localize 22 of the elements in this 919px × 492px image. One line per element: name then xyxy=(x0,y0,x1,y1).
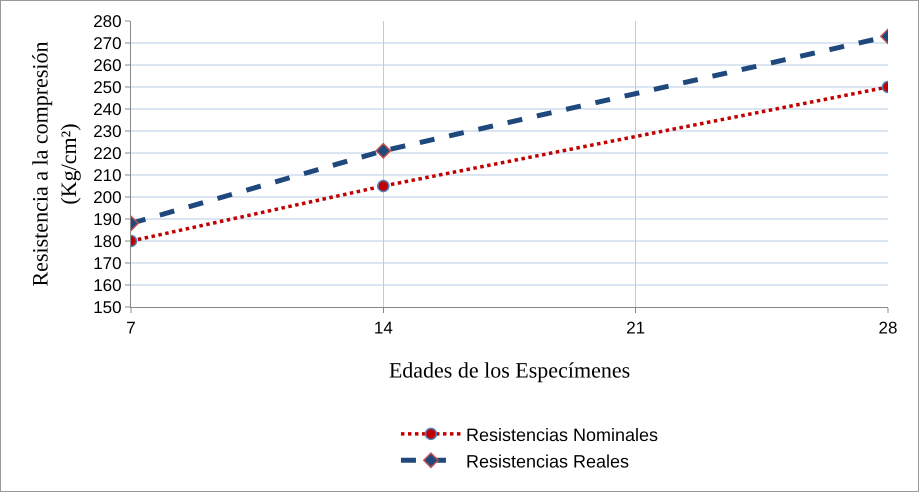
y-tick-label: 170 xyxy=(93,254,122,273)
x-tick-label: 7 xyxy=(126,318,136,338)
y-tick-label: 260 xyxy=(93,56,122,75)
y-tick-label: 160 xyxy=(93,276,122,295)
y-tick-label: 180 xyxy=(93,232,122,251)
y-tick-label: 230 xyxy=(93,122,122,141)
x-tick-label: 14 xyxy=(374,318,393,338)
y-tick-label: 150 xyxy=(93,298,122,317)
y-tick-label: 280 xyxy=(93,12,122,31)
y-axis-title: Resistencia a la compresión (Kg/cm²) xyxy=(27,42,82,286)
y-tick-label: 270 xyxy=(93,34,122,53)
x-axis-title: Edades de los Especímenes xyxy=(388,357,630,382)
y-tick-label: 240 xyxy=(93,100,122,119)
x-tick-label: 28 xyxy=(878,318,898,338)
y-tick-label: 250 xyxy=(93,78,122,97)
y-tick-label: 220 xyxy=(93,144,122,163)
legend-label: Resistencias Reales xyxy=(466,451,630,472)
x-tick-label: 21 xyxy=(626,318,646,338)
y-tick-label: 210 xyxy=(93,166,122,185)
y-tick-label: 190 xyxy=(93,210,122,229)
legend-label: Resistencias Nominales xyxy=(466,424,658,445)
y-tick-label: 200 xyxy=(93,188,122,207)
